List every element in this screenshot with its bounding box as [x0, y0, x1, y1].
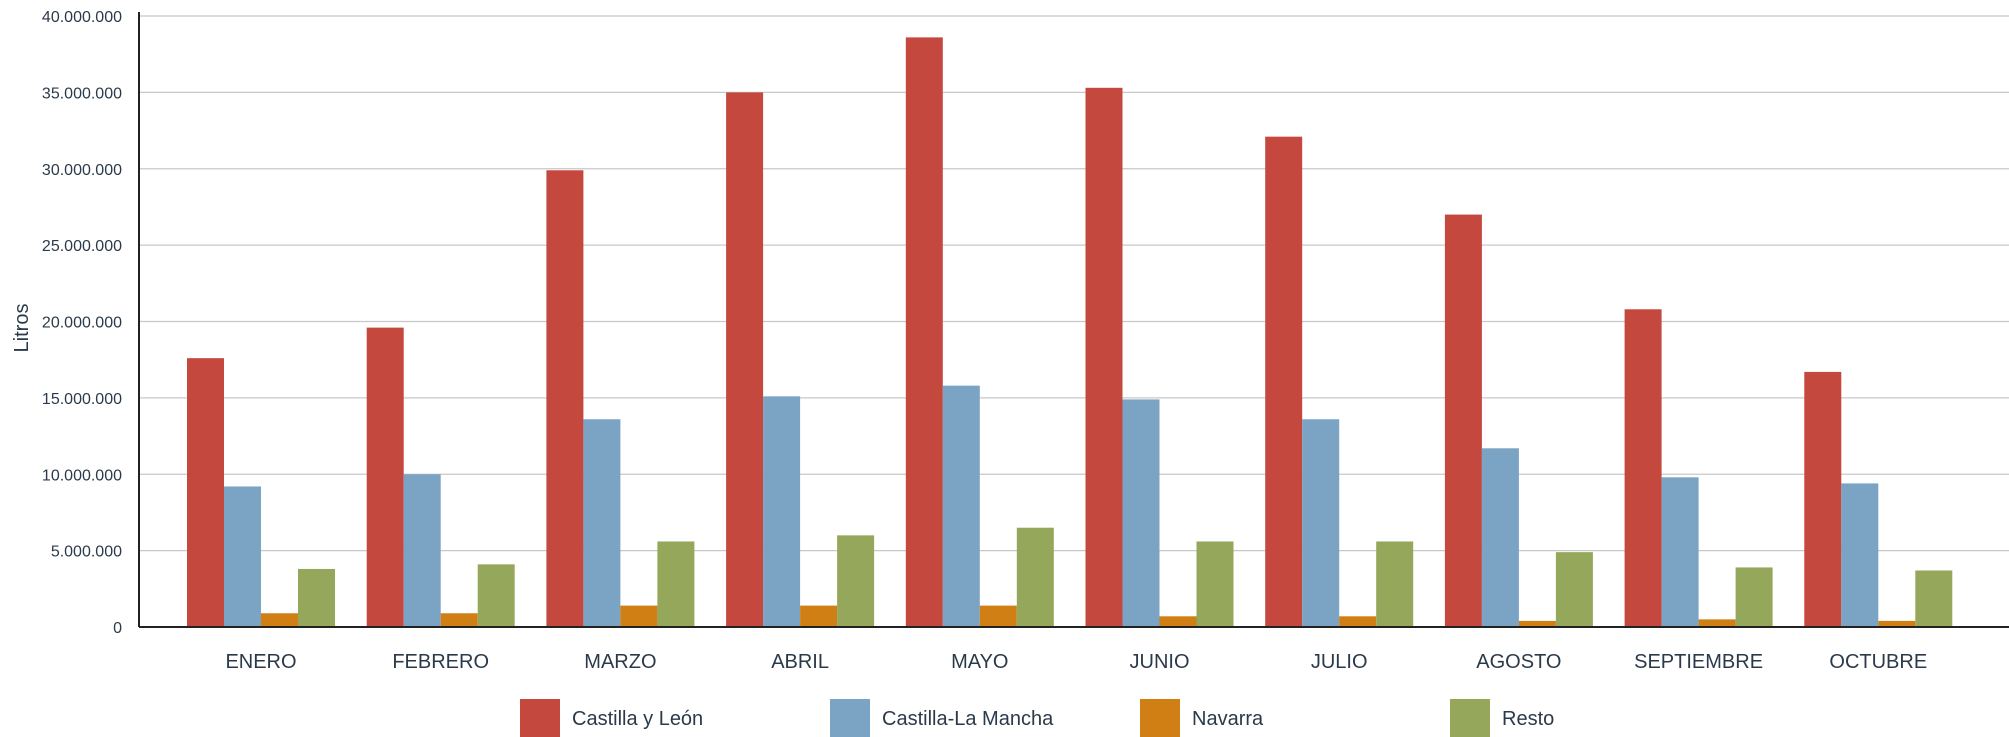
bar-1-abril [726, 92, 764, 627]
bar-2-agosto [1481, 448, 1519, 627]
y-tick-label: 20.000.000 [42, 315, 122, 332]
y-tick-label: 40.000.000 [42, 9, 122, 26]
bar-4-junio [1196, 541, 1234, 627]
legend-label: Castilla y León [572, 708, 703, 730]
y-tick-label: 15.000.000 [42, 391, 122, 408]
bar-4-abril [837, 535, 875, 627]
bar-1-julio [1265, 136, 1303, 628]
legend-swatch [830, 699, 870, 737]
bar-3-marzo [620, 605, 658, 627]
x-category-label: SEPTIEMBRE [1634, 651, 1763, 673]
bar-1-marzo [546, 170, 584, 627]
y-tick-labels: 0 5.000.000 10.000.000 15.000.000 20.000.000… [42, 9, 122, 637]
x-category-label: ABRIL [771, 651, 829, 673]
bar-3-abril [800, 605, 838, 627]
bar-1-agosto [1444, 214, 1482, 627]
bar-3-octubre [1878, 620, 1916, 627]
x-category-label: AGOSTO [1476, 651, 1561, 673]
x-category-label: MAYO [951, 651, 1008, 673]
bar-1-enero [187, 358, 224, 627]
legend-swatch [520, 699, 560, 737]
axes [138, 12, 2009, 628]
x-category-label: MARZO [584, 651, 656, 673]
legend-swatch [1450, 699, 1490, 737]
bar-2-mayo [942, 385, 980, 627]
bar-4-agosto [1555, 552, 1593, 627]
bar-4-julio [1376, 541, 1414, 627]
bar-2-enero [224, 486, 261, 627]
legend-label: Resto [1502, 708, 1554, 730]
bar-3-agosto [1518, 620, 1556, 627]
bar-4-febrero [477, 564, 515, 627]
bar-1-mayo [905, 37, 943, 627]
bar-3-septiembre [1698, 619, 1736, 627]
legend-swatch [1140, 699, 1180, 737]
bar-2-junio [1122, 399, 1160, 627]
bar-3-febrero [440, 613, 478, 627]
x-category-labels: ENERO FEBRERO MARZO ABRIL MAYO JUNIO JULIO AGOS… [225, 651, 1927, 673]
legend-label: Castilla-La Mancha [882, 708, 1054, 730]
x-category-label: OCTUBRE [1829, 651, 1927, 673]
bar-1-junio [1085, 87, 1123, 628]
bars [187, 37, 1953, 628]
bar-3-junio [1159, 616, 1197, 627]
legend: Castilla y León Castilla-La Mancha Navarra… [520, 699, 1554, 737]
bar-2-septiembre [1661, 477, 1699, 627]
x-category-label: JULIO [1311, 651, 1368, 673]
bar-1-septiembre [1624, 309, 1662, 627]
bar-2-octubre [1841, 483, 1879, 627]
x-category-label: ENERO [225, 651, 296, 673]
bar-3-enero [261, 613, 298, 627]
y-tick-label: 25.000.000 [42, 238, 122, 255]
bar-4-septiembre [1735, 567, 1773, 627]
bar-2-abril [763, 396, 801, 627]
bar-3-mayo [979, 605, 1017, 627]
bar-1-octubre [1804, 371, 1842, 627]
legend-label: Navarra [1192, 708, 1264, 730]
bar-4-marzo [657, 541, 695, 627]
x-category-label: FEBRERO [392, 651, 489, 673]
bar-1-febrero [366, 327, 404, 627]
bar-2-febrero [403, 474, 441, 627]
y-axis-title: Litros [11, 304, 33, 353]
x-category-label: JUNIO [1130, 651, 1190, 673]
y-tick-label: 35.000.000 [42, 85, 122, 102]
y-tick-label: 0 [113, 620, 122, 637]
bar-4-enero [298, 568, 335, 627]
bar-2-marzo [583, 419, 621, 627]
gridlines [139, 15, 2009, 552]
y-tick-label: 30.000.000 [42, 162, 122, 179]
bar-3-julio [1339, 616, 1377, 627]
y-tick-label: 10.000.000 [42, 467, 122, 484]
y-tick-label: 5.000.000 [51, 544, 122, 561]
bar-4-octubre [1915, 570, 1953, 627]
bar-4-mayo [1016, 527, 1054, 627]
bar-2-julio [1302, 419, 1340, 627]
